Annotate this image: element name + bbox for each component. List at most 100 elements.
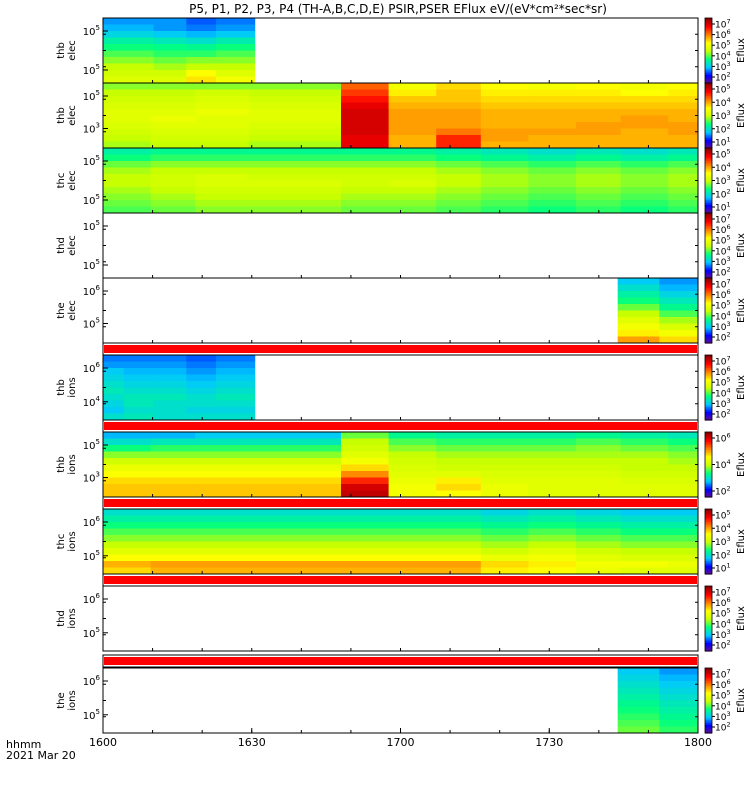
heatmap-cell [216,44,256,51]
time-axis-label: hhmm [6,738,41,751]
heatmap-cell [341,154,390,162]
heatmap-cell [528,206,577,214]
heatmap-cell [103,541,152,549]
colorbar-segment [705,381,712,384]
heatmap-cell [186,31,217,38]
panel-probe: the [56,302,67,318]
panel-label: thcelec [56,170,78,191]
colorbar-segment [705,487,712,490]
heatmap-cell [576,148,622,155]
heatmap-cell [103,400,125,408]
colorbar-tick-exponent: 3 [726,628,730,636]
heatmap-cell [528,187,577,194]
colorbar-segment [705,403,712,406]
heatmap-cell [341,102,390,110]
heatmap-cell [341,477,390,485]
colorbar-tick-exponent: 3 [726,60,730,68]
heatmap-cell [248,515,342,523]
y-tick-exponent: 5 [96,219,100,227]
heatmap-cell [388,167,437,175]
colorbar-segment [705,565,712,569]
heatmap-cell [528,128,577,136]
colorbar-tick-exponent: 5 [726,689,730,697]
y-tick-exponent: 5 [96,438,100,446]
heatmap-cell [388,200,437,207]
heatmap-cell [480,445,529,452]
heatmap-cell [436,89,482,97]
y-tick-label: 106 [83,515,101,529]
colorbar-segment [705,198,712,201]
colorbar-segment [705,125,712,128]
heatmap-cell [248,438,342,446]
heatmap-cell [150,490,196,498]
colorbar-label: Eflux [736,529,747,554]
colorbar-segment [705,554,712,557]
heatmap-cell [668,471,699,478]
colorbar-segment [705,305,712,308]
colorbar-segment [705,339,712,342]
colorbar-segment [705,459,712,462]
colorbar-segment [705,35,712,39]
separator-stripe-top [104,576,697,580]
heatmap-cell [436,451,482,459]
colorbar-segment [705,535,712,538]
colorbar-segment [705,557,712,560]
colorbar-segment [705,449,712,453]
y-tick-label: 105 [83,89,100,103]
heatmap-cell [388,522,437,529]
colorbar-segment [705,22,712,26]
heatmap-cell [480,89,529,97]
colorbar-segment [705,520,712,523]
colorbar-segment [705,590,712,594]
heatmap-cell [248,89,342,97]
colorbar-segment [705,676,712,679]
y-tick-label: 104 [83,395,101,409]
heatmap-cell [659,291,699,298]
heatmap-cell [480,122,529,129]
heatmap-cell [103,148,152,155]
heatmap-cell [123,374,155,382]
colorbar-segment [705,616,712,620]
heatmap-cell [103,407,125,414]
heatmap-cell [388,174,437,181]
heatmap-cell [195,522,250,529]
heatmap-cell [620,477,669,485]
colorbar-segment [705,522,712,525]
colorbar-tick-label: 105 [715,83,731,96]
heatmap-cell [480,535,529,542]
heatmap-cell [617,284,660,292]
heatmap-cell [480,102,529,110]
heatmap-cell [576,174,622,181]
separator-bar-1 [102,419,699,433]
heatmap-cell [248,161,342,168]
heatmap-cell [528,109,577,116]
colorbar-segment [705,60,712,63]
heatmap-cell [103,31,155,38]
colorbar-tick-exponent: 4 [726,96,730,104]
colorbar-segment [705,73,712,76]
colorbar-segment [705,363,712,366]
heatmap-cell [248,490,342,498]
colorbar-segment [705,172,712,175]
heatmap-cell [153,387,187,395]
colorbar-segment [705,112,712,115]
colorbar-tick-label: 103 [715,174,731,187]
heatmap-cell [123,394,155,401]
colorbar-segment [705,466,712,469]
colorbar-segment [705,138,712,141]
heatmap-cell [248,445,342,452]
y-tick-label: 105 [83,193,100,207]
heatmap-cell [150,548,196,555]
y-tick-exponent: 5 [96,549,100,557]
heatmap-cell [576,451,622,459]
heatmap-cell [659,694,699,701]
heatmap-cell [150,102,196,110]
panel-label: thbions [56,454,78,474]
colorbar-segment [705,63,712,66]
y-tick-label: 105 [83,708,100,722]
colorbar-segment [705,118,712,121]
colorbar-segment [705,715,712,718]
panel-probe: thd [56,610,67,627]
heatmap-cell [216,407,256,414]
